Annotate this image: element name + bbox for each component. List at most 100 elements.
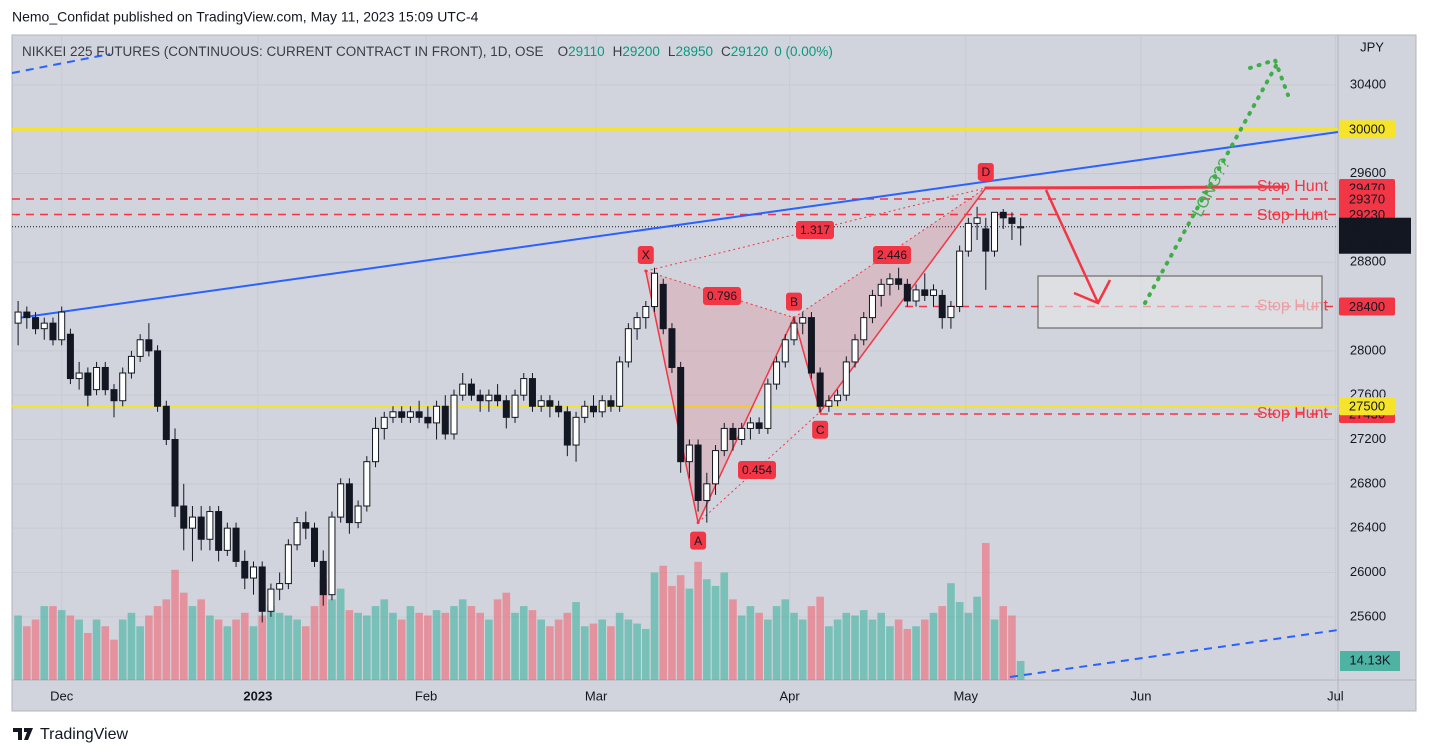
volume-bar: [493, 599, 502, 680]
candle-body: [476, 394, 484, 402]
candle-body: [877, 283, 885, 296]
candle-body: [328, 516, 336, 596]
candle-body: [694, 444, 702, 501]
pattern-leg: [645, 270, 699, 523]
candle-body: [380, 416, 388, 429]
candle-body: [1017, 226, 1025, 229]
candle-body: [433, 405, 441, 424]
candle-body: [485, 394, 493, 402]
volume-bar: [206, 615, 214, 680]
candle-body: [127, 355, 135, 374]
volume-bar: [938, 606, 947, 680]
candle-body: [921, 289, 929, 296]
volume-bar: [615, 612, 624, 680]
volume-bar: [345, 610, 354, 680]
candle-body: [642, 306, 650, 319]
countdown: 11:30:06: [1347, 236, 1397, 251]
volume-bar: [955, 602, 964, 680]
volume-bar: [528, 610, 537, 680]
candle-body: [459, 383, 467, 396]
y-tick-label: 27200: [1350, 431, 1386, 446]
candle-body: [764, 383, 772, 429]
last-price-tag: [1339, 217, 1411, 254]
candle-body: [624, 328, 632, 363]
candle-body: [581, 405, 589, 418]
pattern-tag: [690, 531, 707, 550]
candle-body: [232, 527, 240, 562]
volume-bar: [267, 606, 275, 680]
ratio-label: 0.796: [707, 289, 737, 303]
candle-body: [337, 483, 345, 518]
y-tick-label: 28800: [1350, 254, 1386, 269]
candle-body: [633, 317, 641, 330]
ratio-label: 2.446: [877, 248, 907, 262]
volume-bar: [223, 626, 232, 680]
ohlc-value: 28950: [675, 44, 713, 59]
volume-bar: [807, 606, 816, 680]
y-tick-label: 28000: [1350, 342, 1386, 357]
candle-body: [947, 306, 955, 319]
candle-body: [825, 400, 833, 407]
volume-bar: [676, 575, 685, 680]
ohlc-value: 29120: [731, 44, 769, 59]
candle-body: [973, 217, 981, 224]
ratio-tag: [738, 461, 776, 479]
volume-bar: [301, 626, 310, 680]
candle-body: [834, 394, 842, 402]
candle-body: [868, 294, 876, 319]
volume-bar: [781, 599, 790, 680]
volume-bar: [790, 612, 798, 680]
candle-body: [267, 588, 275, 612]
candle-body: [293, 522, 301, 546]
volume-bar: [685, 588, 694, 680]
ohlc-value: 29200: [622, 44, 660, 59]
candle-body: [389, 411, 397, 418]
candle-body: [284, 544, 292, 585]
volume-bar: [947, 583, 955, 680]
volume-bar: [424, 615, 432, 680]
volume-bar: [929, 612, 938, 680]
candle-body: [912, 289, 920, 302]
volume-tag: [1340, 651, 1400, 672]
volume-bar: [354, 612, 362, 680]
candle-body: [851, 339, 859, 363]
candle-body: [860, 317, 868, 341]
volume-bar: [990, 619, 999, 680]
candle-body: [154, 350, 162, 407]
candle-body: [929, 289, 937, 296]
volume-bar: [249, 626, 258, 680]
stop-hunt-label: Stop Hunt: [1257, 207, 1329, 224]
volume-bar: [40, 606, 49, 680]
volume-bar: [467, 606, 476, 680]
volume-bar: [162, 599, 171, 680]
candle-body: [467, 383, 475, 396]
candle-body: [215, 511, 223, 551]
candle-body: [616, 361, 624, 407]
volume-bar: [563, 612, 572, 680]
candle-body: [555, 405, 563, 413]
d-level-line: [984, 185, 1287, 190]
volume-bar: [153, 606, 162, 680]
candle-body: [415, 411, 423, 418]
long-arrow: [1143, 57, 1290, 305]
currency: JPY: [1360, 39, 1384, 54]
candle-body: [842, 361, 850, 396]
candle-body: [75, 372, 83, 380]
volume-bar: [519, 606, 528, 680]
price-tag-label: 28400: [1349, 299, 1385, 314]
volume-bar: [650, 572, 659, 680]
volume-bar: [729, 599, 737, 680]
candle-body: [319, 560, 327, 596]
y-tick-label: 30400: [1350, 76, 1386, 91]
stop-hunt-label: Stop Hunt: [1257, 405, 1329, 422]
volume-bar: [240, 612, 249, 680]
volume-bar: [659, 565, 668, 680]
symbol-title: NIKKEI 225 FUTURES (CONTINUOUS: CURRENT …: [22, 44, 544, 59]
candle-body: [982, 228, 990, 252]
candle-body: [1008, 217, 1016, 224]
ratio-label: 0.454: [742, 463, 772, 477]
volume-bar: [920, 619, 929, 680]
ratio-label: 1.317: [800, 223, 830, 237]
volume-bar: [328, 599, 336, 680]
candle-body: [66, 333, 74, 380]
